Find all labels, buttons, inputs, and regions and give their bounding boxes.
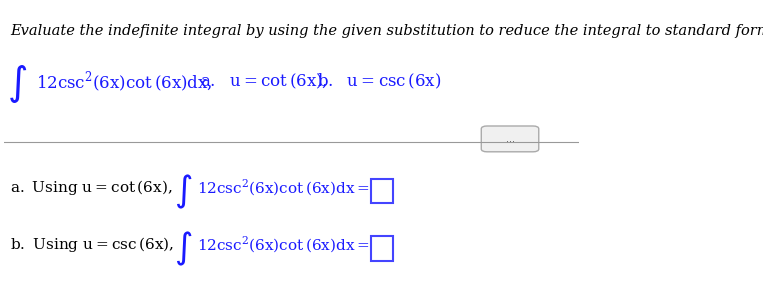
Text: $\int$: $\int$ (174, 173, 192, 211)
Text: $\mathregular{12csc}^{\mathregular{2}}\mathregular{(6x)cot\,(6x)dx,}$: $\mathregular{12csc}^{\mathregular{2}}\m… (36, 69, 212, 94)
Bar (371, 179, 393, 203)
Text: $\mathregular{12csc}^{\mathregular{2}}\mathregular{(6x)cot\,(6x)dx=}$: $\mathregular{12csc}^{\mathregular{2}}\m… (197, 178, 369, 198)
Text: $\int$: $\int$ (7, 63, 27, 105)
Text: $\mathregular{b.\ Using\ u=csc\,(6x),}$: $\mathregular{b.\ Using\ u=csc\,(6x),}$ (10, 235, 174, 255)
Text: $\mathregular{a.\ \ u=cot\,(6x),}$: $\mathregular{a.\ \ u=cot\,(6x),}$ (200, 72, 327, 91)
FancyBboxPatch shape (481, 126, 539, 152)
Text: ...: ... (506, 134, 514, 144)
Text: $\mathregular{12csc}^{\mathregular{2}}\mathregular{(6x)cot\,(6x)dx=}$: $\mathregular{12csc}^{\mathregular{2}}\m… (197, 235, 369, 255)
Text: $\mathregular{a.\ Using\ u=cot\,(6x),}$: $\mathregular{a.\ Using\ u=cot\,(6x),}$ (10, 178, 172, 197)
Bar (371, 236, 393, 261)
Text: $\int$: $\int$ (174, 230, 192, 268)
Text: Evaluate the indefinite integral by using the given substitution to reduce the i: Evaluate the indefinite integral by usin… (10, 24, 763, 38)
Text: $\mathregular{b.\ \ u=csc\,(6x)}$: $\mathregular{b.\ \ u=csc\,(6x)}$ (317, 72, 442, 91)
